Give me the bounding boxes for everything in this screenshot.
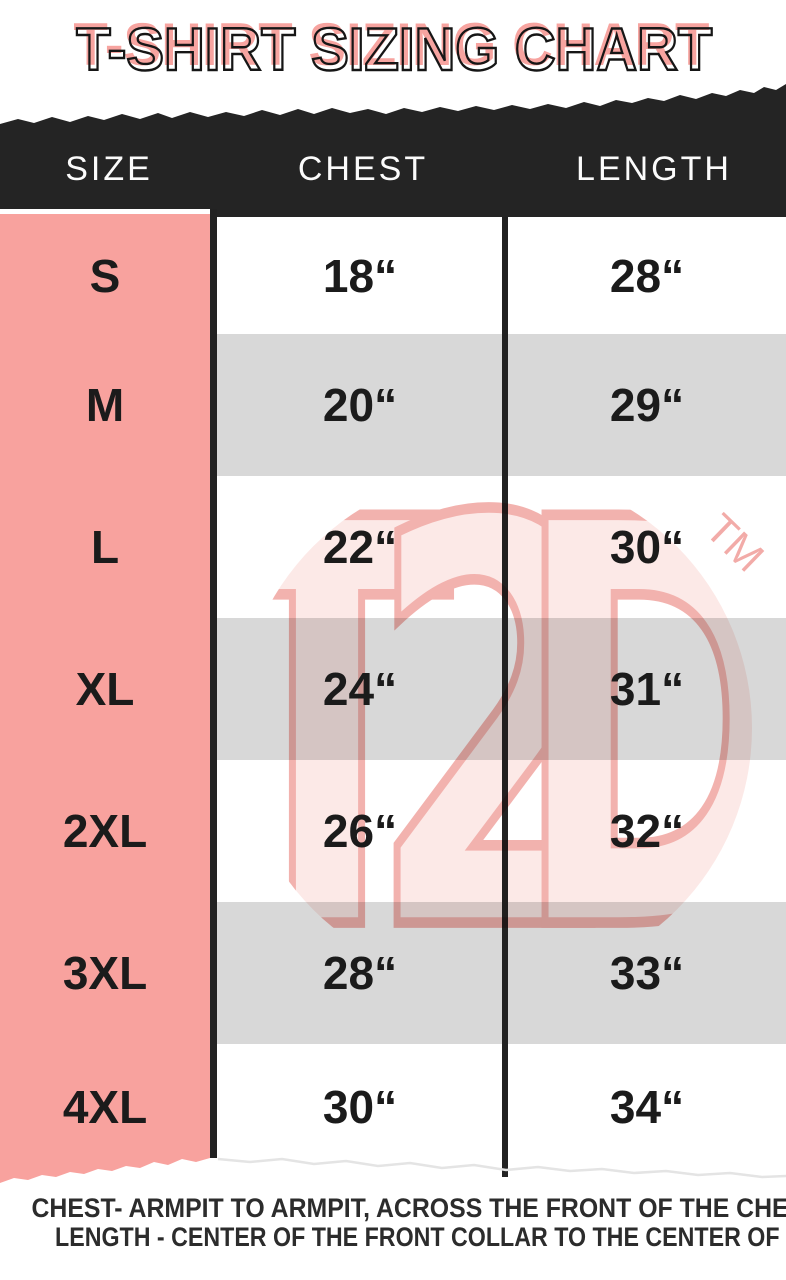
column-header-length: LENGTH bbox=[576, 149, 732, 188]
length-note: LENGTH - CENTER OF THE FRONT COLLAR TO T… bbox=[55, 1222, 786, 1252]
table-row-s: S 18“ 28“ bbox=[0, 217, 786, 334]
length-cell: 34“ bbox=[609, 1081, 685, 1133]
length-cell: 31“ bbox=[609, 663, 685, 715]
table-row-3xl: 3XL 28“ 33“ bbox=[0, 902, 786, 1044]
table-header-row: SIZE CHEST LENGTH bbox=[0, 138, 786, 200]
page-title-outline: T-SHIRT SIZING CHART bbox=[75, 16, 713, 83]
table-row-2xl: 2XL 26“ 32“ bbox=[0, 760, 786, 902]
length-cell: 30“ bbox=[609, 521, 685, 573]
chest-cell: 24“ bbox=[322, 663, 398, 715]
torn-edge-line bbox=[217, 1157, 786, 1179]
chest-cell: 22“ bbox=[322, 521, 398, 573]
table-row-l: L 22“ 30“ bbox=[0, 476, 786, 618]
gray-stripe-3xl bbox=[217, 902, 786, 1044]
chest-cell: 30“ bbox=[322, 1081, 398, 1133]
header-bar bbox=[0, 84, 786, 217]
length-cell: 32“ bbox=[609, 805, 685, 857]
size-cell: M bbox=[85, 379, 125, 431]
size-cell: 3XL bbox=[62, 947, 148, 999]
size-cell: XL bbox=[75, 663, 135, 715]
size-cell: S bbox=[89, 249, 121, 302]
chest-cell: 26“ bbox=[322, 805, 398, 857]
gray-stripe-m bbox=[217, 334, 786, 476]
divider-chest-length bbox=[502, 217, 508, 1177]
chest-cell: 28“ bbox=[322, 947, 398, 999]
size-column-pink bbox=[0, 214, 210, 1183]
length-cell: 33“ bbox=[609, 947, 685, 999]
size-cell: 4XL bbox=[62, 1081, 148, 1133]
page-title: T-SHIRT SIZING CHART T-SHIRT SIZING CHAR… bbox=[0, 14, 786, 83]
watermark-letter-2: 2 bbox=[368, 404, 624, 1055]
divider-size-chest bbox=[210, 209, 217, 1158]
size-cell: L bbox=[90, 521, 120, 573]
gray-stripe-xl bbox=[217, 618, 786, 760]
length-cell: 29“ bbox=[609, 379, 685, 431]
table-row-4xl: 4XL 30“ 34“ bbox=[0, 1044, 786, 1170]
chest-note: CHEST- ARMPIT TO ARMPIT, ACROSS THE FRON… bbox=[31, 1193, 786, 1223]
size-cell: 2XL bbox=[62, 805, 148, 857]
chest-cell: 18“ bbox=[322, 249, 398, 302]
table-row-xl: XL 24“ 31“ bbox=[0, 618, 786, 760]
length-cell: 28“ bbox=[609, 249, 685, 302]
column-header-chest: CHEST bbox=[297, 149, 429, 188]
column-header-size: SIZE bbox=[65, 149, 153, 188]
page-title-inner: T-SHIRT SIZING CHART T-SHIRT SIZING CHAR… bbox=[73, 14, 713, 83]
measurement-notes: CHEST- ARMPIT TO ARMPIT, ACROSS THE FRON… bbox=[0, 1194, 786, 1252]
table-row-m: M 20“ 29“ bbox=[0, 334, 786, 476]
chest-cell: 20“ bbox=[322, 379, 398, 431]
page-title-fill: T-SHIRT SIZING CHART bbox=[73, 11, 710, 78]
